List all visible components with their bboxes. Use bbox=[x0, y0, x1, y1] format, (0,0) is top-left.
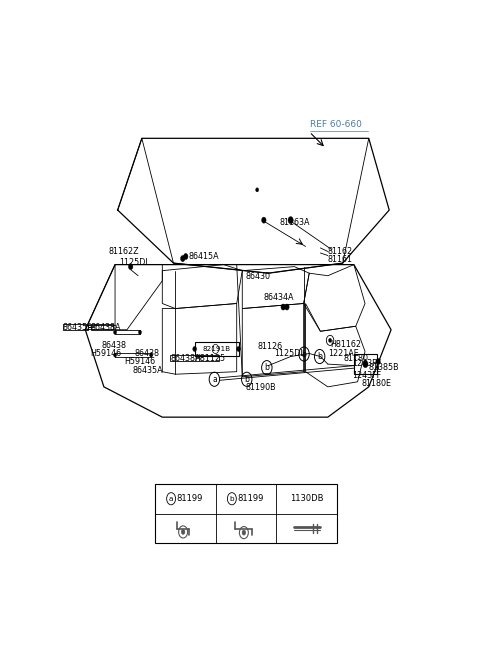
Circle shape bbox=[129, 264, 133, 270]
Text: 81162Z: 81162Z bbox=[108, 247, 139, 256]
Text: REF 60-660: REF 60-660 bbox=[310, 120, 362, 129]
Text: b: b bbox=[301, 350, 306, 359]
Text: 81161: 81161 bbox=[328, 255, 353, 264]
Bar bbox=[91, 324, 113, 330]
Text: 1243FF: 1243FF bbox=[352, 371, 382, 380]
Text: 86434A: 86434A bbox=[264, 293, 294, 302]
Text: 81163A: 81163A bbox=[279, 218, 310, 227]
Text: b: b bbox=[229, 496, 234, 502]
Text: 1243FF: 1243FF bbox=[352, 359, 382, 367]
Text: 86438A: 86438A bbox=[91, 323, 121, 332]
Text: 86438A: 86438A bbox=[171, 354, 201, 363]
Text: 81199: 81199 bbox=[237, 494, 264, 503]
Text: b: b bbox=[244, 375, 249, 384]
Bar bbox=[170, 355, 219, 361]
Text: b: b bbox=[264, 363, 269, 372]
Text: 81162: 81162 bbox=[328, 247, 353, 256]
Text: 81190B: 81190B bbox=[246, 383, 276, 392]
Text: 86430: 86430 bbox=[246, 272, 271, 281]
Text: 81126: 81126 bbox=[258, 342, 283, 351]
Circle shape bbox=[139, 330, 142, 335]
Circle shape bbox=[180, 256, 185, 262]
Circle shape bbox=[363, 361, 368, 367]
Text: H81125: H81125 bbox=[195, 354, 226, 363]
Text: a: a bbox=[212, 375, 217, 384]
Text: H81162: H81162 bbox=[330, 340, 361, 349]
Bar bbox=[195, 342, 239, 356]
Circle shape bbox=[193, 346, 196, 352]
Text: 81385B: 81385B bbox=[368, 363, 399, 372]
Circle shape bbox=[285, 304, 289, 310]
Text: 82191B: 82191B bbox=[203, 346, 231, 352]
Circle shape bbox=[114, 353, 117, 357]
Circle shape bbox=[114, 330, 117, 335]
Text: 86415A: 86415A bbox=[188, 252, 219, 261]
Circle shape bbox=[288, 216, 293, 224]
Text: 1125DL: 1125DL bbox=[274, 349, 305, 358]
Circle shape bbox=[376, 359, 380, 365]
Circle shape bbox=[183, 253, 188, 260]
Text: b: b bbox=[317, 352, 322, 361]
Circle shape bbox=[181, 529, 185, 535]
Bar bbox=[155, 484, 337, 543]
Text: 81199: 81199 bbox=[177, 494, 203, 503]
Circle shape bbox=[242, 530, 246, 535]
Circle shape bbox=[281, 304, 286, 310]
Text: 1125DL: 1125DL bbox=[120, 258, 150, 267]
Text: 86438: 86438 bbox=[102, 341, 127, 350]
Text: 1130DB: 1130DB bbox=[290, 494, 324, 503]
Circle shape bbox=[262, 217, 266, 223]
Text: H59146: H59146 bbox=[125, 357, 156, 366]
Text: 86438: 86438 bbox=[134, 348, 159, 358]
Text: 86435A: 86435A bbox=[63, 323, 94, 332]
Bar bbox=[63, 324, 88, 330]
Text: a: a bbox=[169, 496, 173, 502]
Circle shape bbox=[329, 338, 332, 342]
Text: 81180E: 81180E bbox=[361, 379, 391, 388]
Text: 86435A: 86435A bbox=[133, 365, 164, 375]
Circle shape bbox=[256, 188, 259, 192]
Text: 1221AE: 1221AE bbox=[329, 348, 360, 358]
Circle shape bbox=[150, 353, 153, 357]
Text: 81180: 81180 bbox=[344, 354, 369, 363]
Circle shape bbox=[237, 346, 240, 352]
Text: H59146: H59146 bbox=[91, 348, 121, 358]
Bar bbox=[354, 354, 377, 374]
